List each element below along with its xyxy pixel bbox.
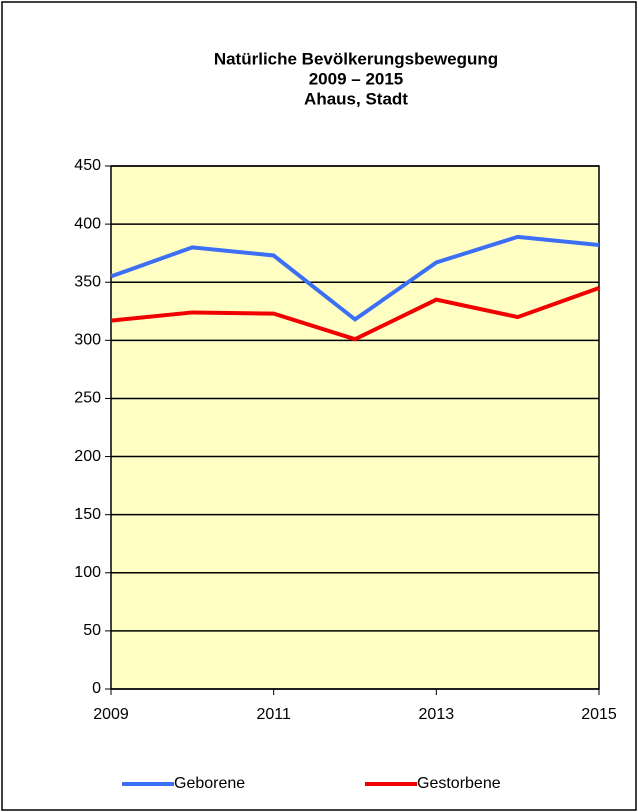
legend-label: Gestorbene — [417, 775, 501, 792]
chart-title: Ahaus, Stadt — [304, 89, 408, 108]
x-tick-label: 2015 — [581, 706, 617, 723]
y-tick-label: 350 — [74, 273, 101, 290]
y-tick-label: 0 — [92, 680, 101, 697]
y-tick-label: 150 — [74, 506, 101, 523]
y-tick-label: 250 — [74, 390, 101, 407]
y-tick-label: 450 — [74, 157, 101, 174]
y-tick-label: 400 — [74, 215, 101, 232]
x-tick-label: 2013 — [419, 706, 455, 723]
chart-title: 2009 – 2015 — [309, 69, 404, 88]
y-tick-label: 50 — [83, 622, 101, 639]
series-line — [110, 286, 600, 342]
y-tick-label: 100 — [74, 564, 101, 581]
x-tick-label: 2009 — [93, 706, 129, 723]
chart-title: Natürliche Bevölkerungsbewegung — [214, 49, 498, 68]
legend-label: Geborene — [174, 775, 245, 792]
y-tick-label: 200 — [74, 448, 101, 465]
plot-area — [111, 166, 599, 689]
x-tick-label: 2011 — [256, 706, 291, 723]
series-line — [110, 234, 600, 322]
y-tick-label: 300 — [74, 332, 101, 349]
plot-border — [110, 165, 600, 690]
